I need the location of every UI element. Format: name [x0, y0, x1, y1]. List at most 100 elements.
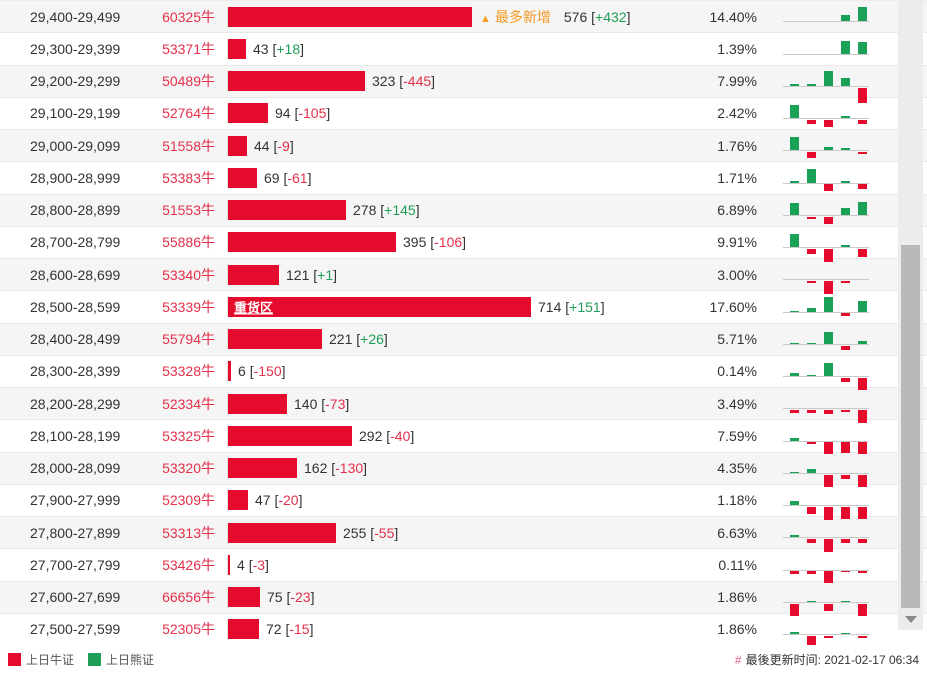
- bull-count: 53320牛: [150, 458, 228, 479]
- bracket-close: ]: [600, 298, 605, 315]
- bracket-open: [: [285, 621, 290, 638]
- bar-delta: -23: [290, 589, 311, 606]
- mini-bear-bar: [807, 83, 816, 86]
- supply-bar: [228, 135, 247, 156]
- table-row: 29,200-29,299 50489牛 323 [-445] 7.99%: [0, 65, 927, 103]
- row-percent: 1.39%: [717, 40, 757, 57]
- bracket-close: ]: [363, 460, 368, 477]
- mini-bear-bar: [790, 535, 799, 538]
- price-range: 28,000-28,099: [30, 460, 121, 477]
- table-row: 27,900-27,999 52309牛 47 [-20] 1.18%: [0, 484, 927, 520]
- mini-bull-bar: [841, 377, 850, 382]
- mini-bear-bar: [841, 15, 850, 22]
- supply-bar: [228, 619, 259, 640]
- mini-history-chart: [783, 227, 869, 262]
- bracket-open: [: [248, 556, 253, 573]
- bull-count: 53426牛: [150, 554, 228, 575]
- bar-value-label: 576 [+432]: [564, 9, 631, 25]
- bracket-open: [: [430, 234, 435, 251]
- mini-bear-bar: [824, 147, 833, 151]
- price-range: 27,700-27,799: [30, 556, 121, 573]
- row-percent: 7.59%: [717, 427, 757, 444]
- row-percent: 0.11%: [718, 556, 757, 573]
- mini-chart-baseline: [783, 440, 869, 442]
- mini-chart-baseline: [783, 21, 869, 23]
- bracket-close: ]: [431, 73, 436, 90]
- mini-chart-baseline: [783, 376, 869, 377]
- mini-bear-bar: [807, 342, 816, 344]
- heavy-zone-tag: 重货区: [234, 300, 274, 316]
- bar-value: 94: [275, 105, 295, 122]
- mini-chart-baseline: [783, 214, 869, 216]
- mini-bear-bar: [858, 300, 867, 312]
- supply-bar: [228, 38, 246, 59]
- table-row: 28,300-28,399 53328牛 6 [-150] 0.14%: [0, 355, 927, 390]
- supply-bar: [228, 264, 279, 285]
- bar-cell: 44 [-9]: [228, 130, 660, 161]
- mini-bear-bar: [841, 245, 850, 247]
- mini-bear-bar: [858, 340, 867, 344]
- mini-history-chart: [783, 485, 869, 520]
- bar-value-label: 44 [-9]: [254, 138, 294, 154]
- bar-value-label: 72 [-15]: [266, 621, 313, 637]
- supply-bar: [228, 6, 472, 27]
- mini-bull-bar: [858, 248, 867, 257]
- mini-bull-bar: [824, 119, 833, 127]
- supply-bar: [228, 103, 268, 124]
- bracket-close: ]: [300, 40, 304, 57]
- bracket-open: [: [591, 8, 596, 25]
- mini-bear-bar: [841, 116, 850, 118]
- bar-delta: +1: [317, 266, 334, 283]
- bar-delta: -130: [335, 460, 364, 477]
- mini-bull-bar: [841, 281, 850, 283]
- bracket-open: [: [565, 298, 570, 315]
- bar-delta: -106: [434, 234, 463, 251]
- legend-item-bull: 上日牛证: [8, 651, 74, 668]
- bracket-open: [: [313, 266, 318, 283]
- vertical-scrollbar[interactable]: [898, 0, 923, 630]
- bar-value: 292: [359, 427, 387, 444]
- mini-bear-bar: [790, 234, 799, 247]
- row-percent: 1.86%: [717, 589, 757, 606]
- bar-cell: 162 [-130]: [228, 453, 660, 484]
- row-percent: 4.35%: [717, 460, 757, 477]
- mini-bear-bar: [841, 180, 850, 183]
- bar-delta: -105: [298, 105, 327, 122]
- bar-value: 278: [353, 202, 381, 219]
- bar-delta: +151: [569, 298, 601, 315]
- mini-bull-bar: [824, 184, 833, 192]
- mini-history-chart: [783, 517, 869, 552]
- bar-cell: ▲ 最多新增 576 [+432]: [228, 1, 660, 32]
- bar-value: 4: [237, 556, 249, 573]
- supply-bar: [228, 393, 287, 414]
- bracket-open: [: [370, 524, 375, 541]
- bar-cell: 221 [+26]: [228, 324, 660, 355]
- bull-count: 53328牛: [150, 361, 228, 382]
- mini-history-chart: [783, 420, 869, 455]
- mini-history-chart: [783, 98, 869, 129]
- mini-chart-baseline: [783, 150, 869, 152]
- mini-bull-bar: [841, 539, 850, 543]
- bar-cell: 4 [-3]: [228, 549, 660, 580]
- scrollbar-thumb[interactable]: [901, 245, 920, 608]
- legend-bear-label: 上日熊证: [106, 652, 155, 667]
- mini-bear-bar: [807, 168, 816, 183]
- mini-bear-bar: [858, 7, 867, 22]
- bracket-close: ]: [462, 234, 467, 251]
- mini-bull-bar: [807, 281, 816, 283]
- row-percent: 1.18%: [717, 492, 757, 509]
- table-row: 28,500-28,599 53339牛 重货区 714 [+151] 17.60%: [0, 291, 927, 324]
- price-range: 28,300-28,399: [30, 363, 121, 380]
- bar-delta: -150: [253, 363, 282, 380]
- table-row: 28,400-28,499 55794牛 221 [+26] 5.71%: [0, 323, 927, 356]
- bar-delta: -445: [403, 73, 432, 90]
- bar-delta: +18: [276, 40, 301, 57]
- bracket-close: ]: [265, 556, 269, 573]
- mini-bull-bar: [807, 539, 816, 543]
- bracket-open: [: [386, 427, 391, 444]
- price-range: 28,100-28,199: [30, 427, 121, 444]
- price-range: 27,500-27,599: [30, 621, 121, 638]
- scroll-down-arrow-icon[interactable]: [904, 616, 917, 623]
- legend-item-bear: 上日熊证: [88, 651, 154, 668]
- bar-value-label: 121 [+1]: [286, 267, 337, 283]
